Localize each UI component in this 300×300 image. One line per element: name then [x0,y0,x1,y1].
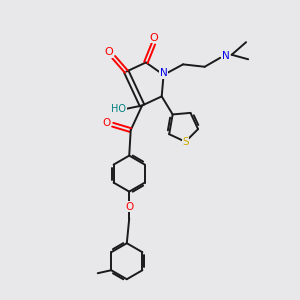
Text: HO: HO [111,103,126,113]
Text: S: S [182,137,189,147]
Text: N: N [222,51,230,61]
Text: N: N [160,68,167,78]
Text: O: O [105,47,114,57]
Text: O: O [103,118,111,128]
Text: O: O [150,33,158,43]
Text: O: O [125,202,133,212]
